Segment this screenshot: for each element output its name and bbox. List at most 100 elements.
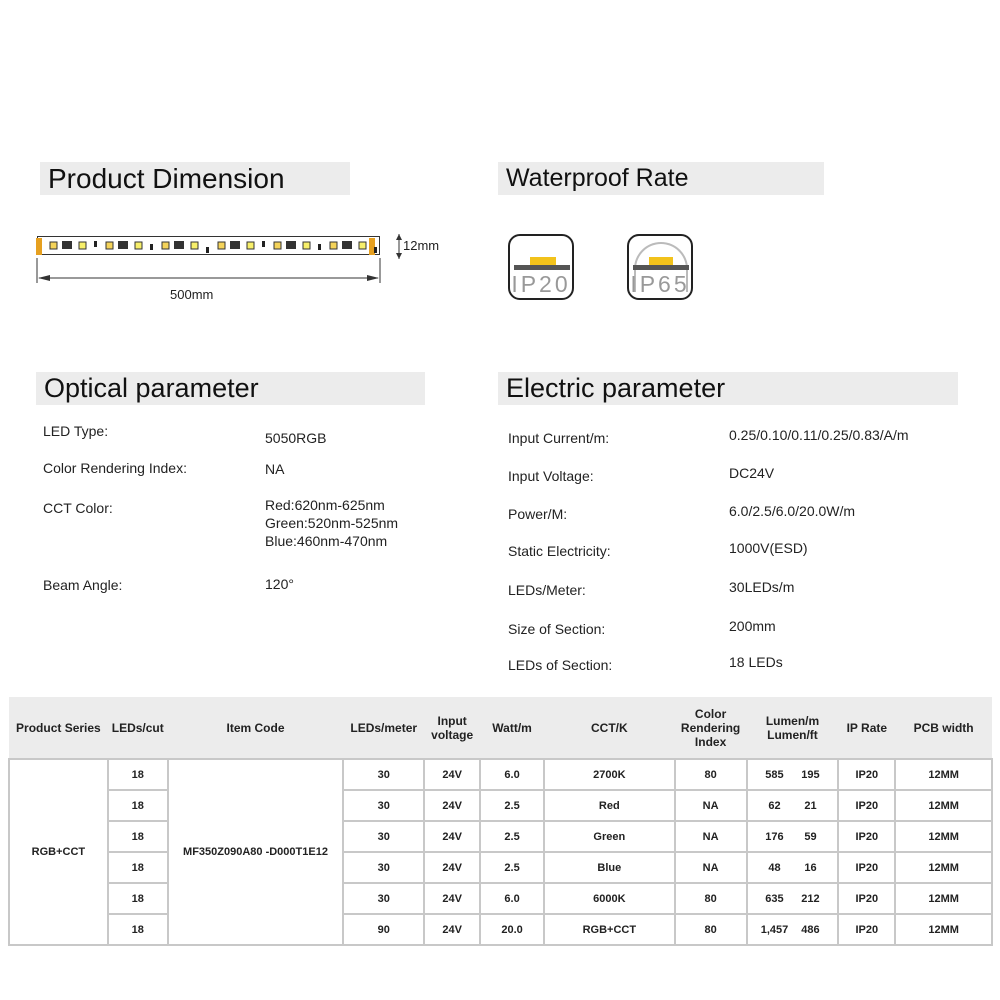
- cct-cell: 6000K: [543, 882, 676, 915]
- led-chip: [246, 241, 255, 250]
- leds-cut-cell: 18: [106, 758, 169, 791]
- lumen-ft: 59: [804, 830, 817, 843]
- electric-heading: Electric parameter: [498, 372, 958, 405]
- watt-cell: 6.0: [479, 758, 546, 791]
- lumen-m: 176: [765, 830, 784, 843]
- leds-cut-cell: 18: [106, 820, 169, 853]
- product-series-cell: RGB+CCT: [8, 758, 109, 946]
- cct-color-label: CCT Color:: [43, 500, 113, 516]
- table-row: 18 30 24V 2.5 Green NA 176 59 IP20 12MM: [9, 820, 993, 853]
- led-chip: [78, 241, 87, 250]
- led-chip: [118, 241, 128, 249]
- watt-cell: 2.5: [479, 789, 546, 822]
- led-chip: [134, 241, 143, 250]
- cct-cell: Blue: [543, 851, 676, 884]
- watt-cell: 2.5: [479, 820, 546, 853]
- beam-angle-value: 120°: [265, 576, 294, 592]
- led-chip: [190, 241, 199, 250]
- cct-blue: Blue:460nm-470nm: [265, 533, 388, 549]
- led-chip: [49, 241, 58, 250]
- ip-cell: IP20: [837, 882, 897, 915]
- lumen-ft: 212: [801, 892, 820, 905]
- column-header: Lumen/m Lumen/ft: [746, 697, 839, 759]
- led-chip: [273, 241, 282, 250]
- leds-meter-cell: 30: [342, 882, 426, 915]
- column-header: Item Code: [167, 697, 344, 759]
- led-chip: [286, 241, 296, 249]
- resistor: [318, 244, 321, 250]
- resistor: [374, 247, 377, 253]
- column-header: Product Series: [9, 697, 108, 759]
- item-code-cell: MF350Z090A80 -D000T1E12: [166, 758, 345, 946]
- beam-angle-label: Beam Angle:: [43, 577, 123, 593]
- lumen-cell: 62 21: [745, 789, 840, 822]
- table-row: 18 30 24V 6.0 6000K 80 635 212 IP20 12MM: [9, 882, 993, 915]
- cct-cell: RGB+CCT: [543, 913, 676, 946]
- cct-cell: 2700K: [543, 758, 676, 791]
- ip-cell: IP20: [837, 789, 897, 822]
- electric-label: Static Electricity:: [508, 543, 611, 559]
- leds-cut-cell: 18: [106, 851, 169, 884]
- electric-label: LEDs of Section:: [508, 657, 613, 673]
- lumen-cell: 635 212: [745, 882, 840, 915]
- electric-label: Power/M:: [508, 506, 568, 522]
- leds-meter-cell: 30: [342, 820, 426, 853]
- voltage-cell: 24V: [423, 789, 482, 822]
- electric-value: 200mm: [729, 618, 776, 634]
- ip65-label: IP65: [630, 271, 690, 297]
- cri-cell: NA: [673, 789, 748, 822]
- electric-value: 6.0/2.5/6.0/20.0W/m: [729, 503, 856, 519]
- voltage-cell: 24V: [423, 882, 482, 915]
- leds-meter-cell: 30: [342, 789, 426, 822]
- resistor: [206, 247, 209, 253]
- electric-value: 0.25/0.10/0.11/0.25/0.83/A/m: [729, 427, 909, 443]
- lumen-cell: 1,457 486: [745, 913, 840, 946]
- electric-label: Input Voltage:: [508, 468, 594, 484]
- led-chip: [217, 241, 226, 250]
- column-header: IP Rate: [838, 697, 896, 759]
- cri-value: NA: [265, 461, 285, 477]
- table-row: 18 90 24V 20.0 RGB+CCT 80 1,457 486 IP20 12MM: [9, 913, 993, 946]
- watt-cell: 2.5: [479, 851, 546, 884]
- lumen-m: 48: [768, 861, 781, 874]
- cct-red: Red:620nm-625nm: [265, 497, 385, 513]
- column-header: CCT/K: [544, 697, 675, 759]
- electric-label: Size of Section:: [508, 621, 606, 637]
- ip-cell: IP20: [837, 851, 897, 884]
- lumen-cell: 48 16: [745, 851, 840, 884]
- led-chip: [62, 241, 72, 249]
- pcb-cell: 12MM: [894, 820, 993, 853]
- leds-cut-cell: 18: [106, 789, 169, 822]
- column-header: LEDs/cut: [107, 697, 168, 759]
- column-header: PCB width: [895, 697, 992, 759]
- lumen-ft: 16: [804, 861, 817, 874]
- pcb-cell: 12MM: [894, 882, 993, 915]
- resistor: [94, 241, 97, 247]
- led-type-label: LED Type:: [43, 423, 109, 439]
- width-label: 12mm: [403, 238, 440, 253]
- pcb-cell: 12MM: [894, 758, 993, 791]
- ip-cell: IP20: [837, 820, 897, 853]
- watt-cell: 20.0: [479, 913, 546, 946]
- resistor: [262, 241, 265, 247]
- column-header: Input voltage: [424, 697, 481, 759]
- dimension-diagram: [36, 234, 402, 283]
- leds-meter-cell: 90: [342, 913, 426, 946]
- waterproof-heading: Waterproof Rate: [498, 162, 824, 195]
- voltage-cell: 24V: [423, 758, 482, 791]
- pcb-cell: 12MM: [894, 789, 993, 822]
- cct-green: Green:520nm-525nm: [265, 515, 399, 531]
- led-chip: [105, 241, 114, 250]
- lumen-ft: 195: [801, 768, 820, 781]
- column-header: Watt/m: [480, 697, 545, 759]
- lumen-ft: 21: [804, 799, 817, 812]
- led-chip: [302, 241, 311, 250]
- product-dimension-heading: Product Dimension: [40, 162, 350, 195]
- lumen-m: 585: [765, 768, 784, 781]
- cri-cell: NA: [673, 851, 748, 884]
- leds-cut-cell: 18: [106, 913, 169, 946]
- spec-table: Product Series LEDs/cut Item Code LEDs/mete…: [8, 697, 993, 946]
- lumen-m: 62: [768, 799, 781, 812]
- table-row: 18 30 24V 2.5 Red NA 62 21 IP20 12MM: [9, 789, 993, 822]
- cri-cell: 80: [673, 913, 748, 946]
